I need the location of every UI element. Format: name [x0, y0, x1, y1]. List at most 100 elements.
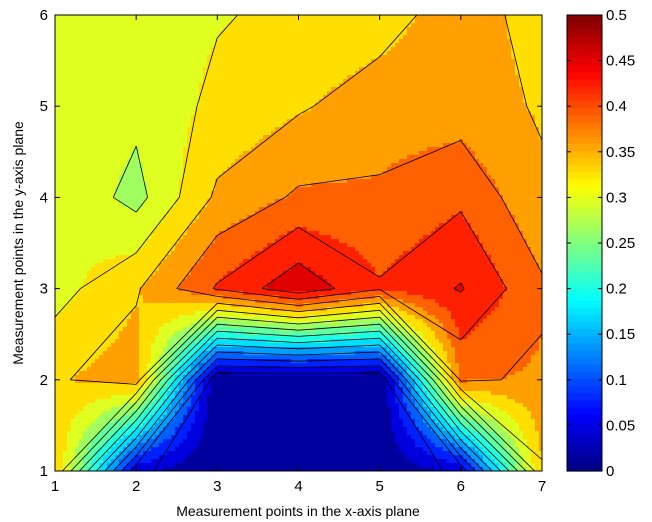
contour-fill-cell — [343, 151, 348, 156]
contour-fill-cell — [419, 31, 424, 36]
contour-fill-cell — [359, 59, 364, 64]
contour-fill-cell — [351, 95, 356, 100]
contour-fill-cell — [127, 55, 132, 60]
contour-fill-cell — [287, 163, 292, 168]
contour-fill-cell — [299, 47, 304, 52]
contour-fill-cell — [435, 175, 440, 180]
contour-fill-cell — [471, 127, 476, 132]
contour-fill-cell — [431, 27, 436, 32]
contour-fill-cell — [151, 59, 156, 64]
contour-fill-cell — [195, 175, 200, 180]
contour-fill-cell — [383, 139, 388, 144]
contour-fill-cell — [99, 19, 104, 24]
contour-fill-cell — [55, 79, 60, 84]
contour-fill-cell — [267, 119, 272, 124]
contour-fill-cell — [407, 159, 412, 164]
contour-fill-cell — [55, 23, 60, 28]
contour-fill-cell — [307, 143, 312, 148]
contour-fill-cell — [491, 43, 496, 48]
contour-fill-cell — [367, 119, 372, 124]
contour-fill-cell — [519, 39, 524, 44]
contour-fill-cell — [83, 103, 88, 108]
contour-fill-cell — [291, 171, 296, 176]
contour-fill-cell — [155, 63, 160, 68]
contour-fill-cell — [503, 107, 508, 112]
contour-fill-cell — [119, 127, 124, 132]
contour-fill-cell — [335, 55, 340, 60]
contour-fill-cell — [155, 111, 160, 116]
contour-fill-cell — [207, 115, 212, 120]
contour-fill-cell — [303, 15, 308, 20]
contour-fill-cell — [531, 151, 536, 156]
contour-fill-cell — [415, 67, 420, 72]
contour-fill-cell — [135, 107, 140, 112]
contour-fill-cell — [475, 151, 480, 156]
contour-fill-cell — [291, 39, 296, 44]
contour-fill-cell — [99, 51, 104, 56]
contour-fill-cell — [415, 135, 420, 140]
contour-fill-cell — [59, 87, 64, 92]
contour-fill-cell — [463, 39, 468, 44]
contour-fill-cell — [323, 71, 328, 76]
contour-fill-cell — [191, 83, 196, 88]
contour-fill-cell — [327, 151, 332, 156]
contour-fill-cell — [239, 151, 244, 156]
contour-fill-cell — [503, 35, 508, 40]
contour-fill-cell — [75, 67, 80, 72]
contour-fill-cell — [55, 151, 60, 156]
contour-fill-cell — [319, 83, 324, 88]
contour-fill-cell — [463, 87, 468, 92]
contour-fill-cell — [295, 43, 300, 48]
contour-fill-cell — [263, 123, 268, 128]
contour-fill-cell — [307, 95, 312, 100]
contour-fill-cell — [419, 67, 424, 72]
contour-fill-cell — [443, 31, 448, 36]
contour-fill-cell — [495, 103, 500, 108]
contour-fill-cell — [343, 83, 348, 88]
contour-fill-cell — [255, 71, 260, 76]
contour-fill-cell — [387, 143, 392, 148]
contour-fill-cell — [103, 171, 108, 176]
contour-fill-cell — [531, 171, 536, 176]
contour-fill-cell — [167, 111, 172, 116]
contour-fill-cell — [315, 35, 320, 40]
contour-fill-cell — [251, 127, 256, 132]
contour-fill-cell — [495, 111, 500, 116]
contour-fill-cell — [319, 107, 324, 112]
contour-fill-cell — [503, 63, 508, 68]
contour-fill-cell — [211, 83, 216, 88]
contour-fill-cell — [139, 143, 144, 148]
contour-fill-cell — [315, 39, 320, 44]
contour-fill-cell — [79, 147, 84, 152]
contour-fill-cell — [395, 103, 400, 108]
contour-fill-cell — [239, 147, 244, 152]
contour-fill-cell — [407, 163, 412, 168]
contour-fill-cell — [519, 175, 524, 180]
contour-fill-cell — [115, 151, 120, 156]
contour-fill-cell — [123, 43, 128, 48]
contour-fill-cell — [107, 127, 112, 132]
contour-fill-cell — [487, 91, 492, 96]
contour-fill-cell — [91, 75, 96, 80]
contour-fill-cell — [259, 59, 264, 64]
contour-fill-cell — [155, 175, 160, 180]
contour-fill-cell — [471, 75, 476, 80]
contour-fill-cell — [295, 115, 300, 120]
contour-fill-cell — [287, 175, 292, 180]
contour-fill-cell — [79, 19, 84, 24]
contour-fill-cell — [363, 143, 368, 148]
contour-fill-cell — [379, 139, 384, 144]
contour-fill-cell — [527, 147, 532, 152]
contour-fill-cell — [327, 51, 332, 56]
contour-fill-cell — [419, 91, 424, 96]
contour-fill-cell — [271, 27, 276, 32]
contour-fill-cell — [131, 175, 136, 180]
contour-fill-cell — [395, 43, 400, 48]
contour-fill-cell — [87, 139, 92, 144]
contour-fill-cell — [131, 47, 136, 52]
contour-fill-cell — [143, 107, 148, 112]
contour-fill-cell — [371, 143, 376, 148]
contour-fill-cell — [123, 131, 128, 136]
contour-fill-cell — [95, 51, 100, 56]
contour-fill-cell — [159, 19, 164, 24]
